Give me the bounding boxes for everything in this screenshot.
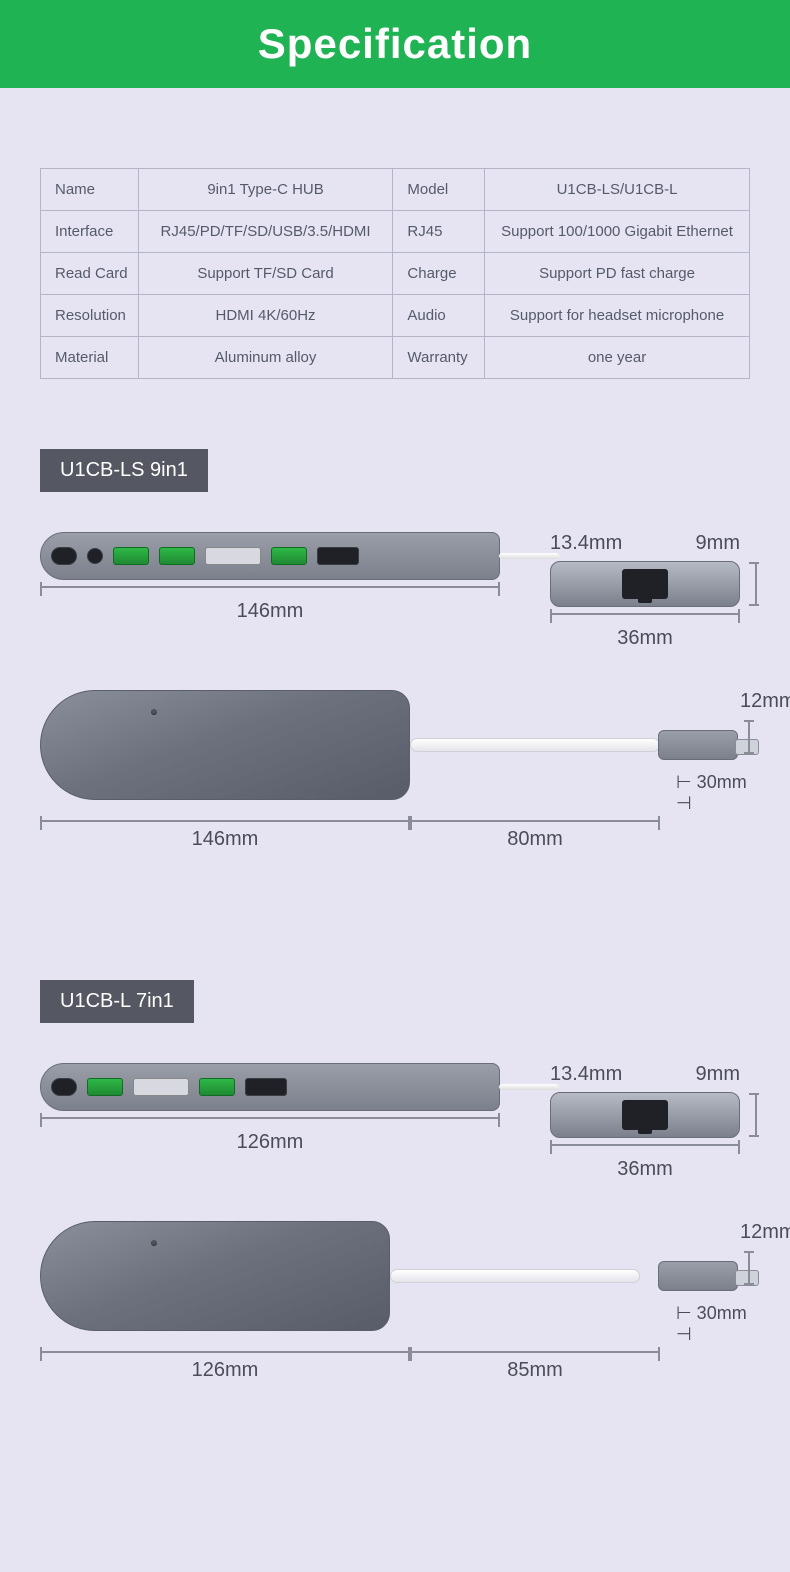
spec-value: RJ45/PD/TF/SD/USB/3.5/HDMI [138, 211, 393, 253]
dimension-plug-width: ⊢ 30mm ⊣ [676, 772, 750, 814]
spec-value: Aluminum alloy [138, 337, 393, 379]
usbc-plug-icon [658, 1261, 738, 1291]
hub-body-icon [40, 1221, 390, 1331]
hub-top-view: 126mm [40, 1063, 500, 1154]
spec-label: Interface [41, 211, 139, 253]
product-tag: U1CB-LS 9in1 [40, 449, 208, 492]
dimension-depth: 13.4mm [550, 532, 622, 555]
cable-icon [410, 738, 660, 752]
hub-end-view: 13.4mm 9mm 36mm [550, 532, 740, 650]
spec-label: RJ45 [393, 211, 485, 253]
sd-port-icon [205, 547, 261, 565]
spec-label: Charge [393, 253, 485, 295]
dimension-length-top: 126mm [40, 1131, 500, 1154]
rj45-port-icon [622, 569, 668, 599]
hub-body-icon [40, 690, 410, 800]
dimension-depth: 13.4mm [550, 1063, 622, 1086]
dimension-plug-height: 12mm [740, 1221, 790, 1244]
dimension-thickness: 9mm [696, 1063, 740, 1086]
usb-port-icon [87, 1078, 123, 1096]
hub-perspective-view: 12mm⊢ 30mm ⊣126mm85mm [40, 1221, 750, 1381]
usb-port-icon [113, 547, 149, 565]
spec-label: Name [41, 169, 139, 211]
page-title: Specification [0, 0, 790, 88]
dimension-plug-height: 12mm [740, 690, 790, 713]
dimension-plug-width: ⊢ 30mm ⊣ [676, 1303, 750, 1345]
spec-value: Support for headset microphone [485, 295, 750, 337]
content-area: Name9in1 Type-C HUBModelU1CB-LS/U1CB-LIn… [0, 88, 790, 1501]
spec-value: U1CB-LS/U1CB-L [485, 169, 750, 211]
usb-port-icon [199, 1078, 235, 1096]
usb-port-icon [271, 547, 307, 565]
spec-value: 9in1 Type-C HUB [138, 169, 393, 211]
usbc-plug-icon [658, 730, 738, 760]
spec-value: one year [485, 337, 750, 379]
spec-value: Support 100/1000 Gigabit Ethernet [485, 211, 750, 253]
usb-port-icon [159, 547, 195, 565]
spec-label: Material [41, 337, 139, 379]
hub-top-view: 146mm [40, 532, 500, 623]
rj45-port-icon [622, 1100, 668, 1130]
usbc-port-icon [51, 1078, 77, 1096]
spec-value: Support TF/SD Card [138, 253, 393, 295]
spec-label: Read Card [41, 253, 139, 295]
hdmi-port-icon [245, 1078, 287, 1096]
spec-value: HDMI 4K/60Hz [138, 295, 393, 337]
dimension-width-end: 36mm [550, 627, 740, 650]
product-block: U1CB-LS 9in1146mm13.4mm9mm36mm12mm⊢ 30mm… [40, 379, 750, 850]
cable-icon [390, 1269, 640, 1283]
audio-port-icon [87, 548, 103, 564]
spec-label: Model [393, 169, 485, 211]
dimension-cable-length: 85mm [507, 1359, 563, 1381]
usbc-port-icon [51, 547, 77, 565]
table-row: Read CardSupport TF/SD CardChargeSupport… [41, 253, 750, 295]
spec-table: Name9in1 Type-C HUBModelU1CB-LS/U1CB-LIn… [40, 168, 750, 379]
sd-port-icon [133, 1078, 189, 1096]
hub-perspective-view: 12mm⊢ 30mm ⊣146mm80mm [40, 690, 750, 850]
hub-end-view: 13.4mm 9mm 36mm [550, 1063, 740, 1181]
table-row: InterfaceRJ45/PD/TF/SD/USB/3.5/HDMIRJ45S… [41, 211, 750, 253]
spec-value: Support PD fast charge [485, 253, 750, 295]
dimension-thickness: 9mm [696, 532, 740, 555]
hdmi-port-icon [317, 547, 359, 565]
table-row: ResolutionHDMI 4K/60HzAudioSupport for h… [41, 295, 750, 337]
dimension-width-end: 36mm [550, 1158, 740, 1181]
table-row: MaterialAluminum alloyWarrantyone year [41, 337, 750, 379]
spec-label: Resolution [41, 295, 139, 337]
product-tag: U1CB-L 7in1 [40, 980, 194, 1023]
product-block: U1CB-L 7in1126mm13.4mm9mm36mm12mm⊢ 30mm … [40, 910, 750, 1381]
dimension-length-top: 146mm [40, 600, 500, 623]
dimension-cable-length: 80mm [507, 828, 563, 850]
spec-label: Audio [393, 295, 485, 337]
spec-label: Warranty [393, 337, 485, 379]
dimension-body-length: 146mm [192, 828, 259, 850]
dimension-body-length: 126mm [192, 1359, 259, 1381]
table-row: Name9in1 Type-C HUBModelU1CB-LS/U1CB-L [41, 169, 750, 211]
